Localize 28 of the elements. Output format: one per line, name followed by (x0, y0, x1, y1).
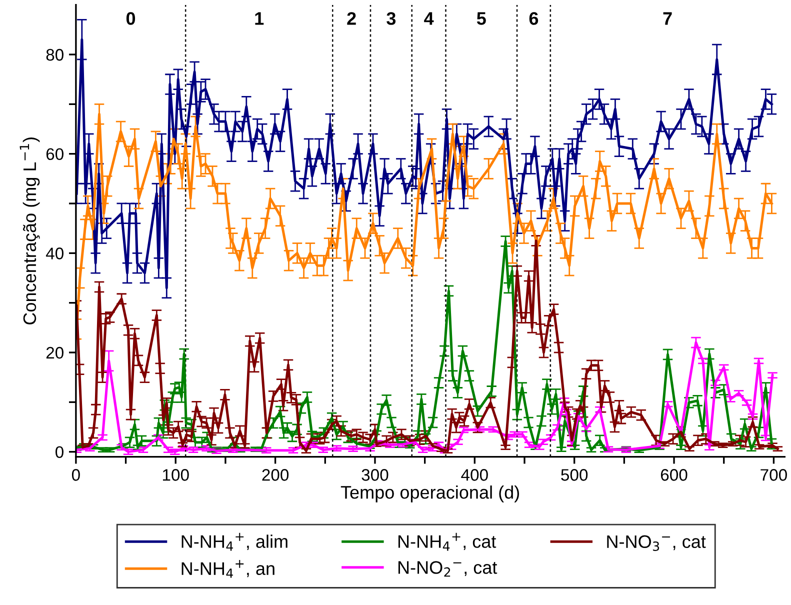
annotation: 4 (424, 12, 434, 25)
x-tick-label: 100 (162, 469, 189, 481)
x-tick-label: 0 (72, 469, 80, 481)
x-axis-title: Tempo operacional (d) (340, 486, 520, 502)
x-tick-label: 200 (262, 469, 289, 481)
x-tick-label: 400 (461, 469, 488, 481)
x-tick-label: 700 (760, 469, 787, 481)
annotation: 0 (126, 12, 136, 25)
annotation: 5 (476, 12, 486, 25)
x-tick-label: 500 (561, 469, 588, 481)
y-tick-label: 40 (46, 248, 64, 260)
annotation: 1 (255, 12, 264, 25)
y-tick-label: 80 (46, 48, 64, 61)
annotation: 6 (529, 12, 538, 25)
legend-label: N-NH$_{4}$$^{+}$, cat (398, 532, 496, 551)
legend-label: N-NO$_{3}$$^{−}$, cat (607, 535, 706, 551)
y-tick-label: 0 (56, 446, 64, 458)
annotation: 2 (347, 12, 356, 25)
legend-label: N-NO$_{2}$$^{−}$, cat (398, 561, 498, 577)
x-tick-label: 300 (362, 469, 388, 481)
legend-label: N-NH$_{4}$$^{+}$, an (182, 560, 274, 578)
x-tick-label: 600 (660, 469, 688, 481)
y-tick-label: 20 (46, 346, 64, 359)
annotation: 7 (663, 12, 672, 25)
legend-label: N-NH$_{4}$$^{+}$, alim (182, 532, 288, 551)
y-tick-label: 60 (46, 148, 64, 160)
annotation: 3 (386, 12, 396, 25)
y-axis-title: Concentração (mg L$^{−1}$) (20, 138, 40, 324)
